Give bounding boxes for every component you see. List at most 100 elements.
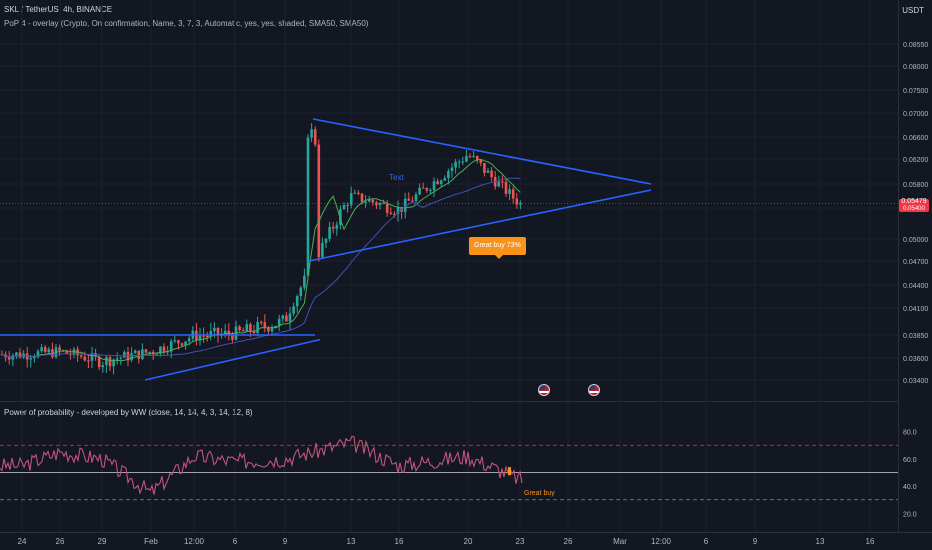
pane-separator[interactable] xyxy=(0,401,898,402)
candle xyxy=(47,349,51,353)
candle xyxy=(29,358,33,360)
oscillator-tick-label: 60.0 xyxy=(903,457,917,464)
oscillator-tick-label: 20.0 xyxy=(903,511,917,518)
candle xyxy=(123,351,126,358)
time-tick-label: 23 xyxy=(516,537,525,546)
time-tick-label: 9 xyxy=(283,537,288,546)
candle xyxy=(133,350,137,354)
price-tick-label: 0.04700 xyxy=(903,259,928,266)
time-tick-label: Mar xyxy=(613,537,627,546)
candle xyxy=(155,353,159,355)
candle xyxy=(187,338,191,342)
great-buy-signal-label[interactable]: Great buy 73% xyxy=(469,237,526,259)
candle xyxy=(241,330,245,332)
candle xyxy=(36,351,40,358)
candle xyxy=(43,347,47,353)
time-tick-label: 13 xyxy=(816,537,825,546)
candle xyxy=(33,357,36,359)
candle xyxy=(364,201,367,203)
candle xyxy=(472,156,475,158)
last-price-tag: 0.05479 0.05400 xyxy=(899,198,929,212)
candle xyxy=(382,203,385,205)
candle xyxy=(335,224,339,229)
candle xyxy=(443,177,447,181)
price-tick-label: 0.05000 xyxy=(903,237,928,244)
us-flag-icon[interactable] xyxy=(538,384,550,396)
candle xyxy=(112,359,115,367)
candle xyxy=(202,335,205,337)
candle xyxy=(263,322,267,328)
price-tick-label: 0.08550 xyxy=(903,42,928,49)
trendlines xyxy=(0,118,652,381)
candle xyxy=(90,353,94,361)
oscillator-legend[interactable]: Power of probability - developed by WW (… xyxy=(4,408,253,417)
candle xyxy=(87,360,90,362)
candle xyxy=(303,275,306,288)
price-axis[interactable] xyxy=(898,0,899,532)
candle xyxy=(231,335,234,340)
candle xyxy=(58,347,61,351)
sma-slow-line xyxy=(1,177,521,358)
candle xyxy=(97,356,101,368)
sma-fast-line xyxy=(1,158,521,362)
candle xyxy=(72,349,76,355)
candle xyxy=(281,315,285,319)
candle xyxy=(385,203,389,213)
oscillator-pane xyxy=(0,435,898,501)
candle xyxy=(346,205,349,207)
price-tick-label: 0.07500 xyxy=(903,88,928,95)
candle xyxy=(324,238,328,243)
candle xyxy=(223,330,227,334)
candle xyxy=(249,324,252,332)
last-price-sub: 0.05400 xyxy=(903,205,925,212)
us-flag-icon[interactable] xyxy=(588,384,600,396)
candle xyxy=(511,189,515,199)
time-tick-label: 16 xyxy=(395,537,404,546)
candle xyxy=(119,357,123,359)
candle xyxy=(259,322,263,324)
candle xyxy=(497,181,501,187)
candle xyxy=(349,193,353,206)
price-axis-ticks: 0.08550 0.08000 0.07500 0.07000 0.06600 0.062… xyxy=(903,42,928,385)
candle xyxy=(252,331,256,333)
time-tick-label: 20 xyxy=(464,537,473,546)
text-annotation[interactable]: Text xyxy=(389,173,404,182)
candle xyxy=(508,189,511,194)
candle xyxy=(238,326,241,331)
candle xyxy=(367,199,371,202)
candle xyxy=(51,349,54,358)
chart-title: SKL / TetherUS, 4h, BINANCE xyxy=(4,5,113,14)
candle xyxy=(504,181,508,194)
currency-label[interactable]: USDT xyxy=(902,6,924,15)
candle xyxy=(317,144,321,258)
candle xyxy=(339,209,342,225)
candle xyxy=(436,181,439,185)
price-tick-label: 0.06200 xyxy=(903,157,928,164)
trendline xyxy=(312,118,652,185)
candle xyxy=(245,324,249,332)
candle xyxy=(429,190,432,192)
candle xyxy=(213,327,216,332)
candle xyxy=(166,351,169,353)
candle xyxy=(65,350,69,354)
time-tick-label: 12:00 xyxy=(651,537,672,546)
candle xyxy=(288,313,292,322)
last-price-value: 0.05479 xyxy=(901,198,927,205)
price-tick-label: 0.03400 xyxy=(903,378,928,385)
candle xyxy=(393,213,396,215)
candle xyxy=(198,335,202,341)
time-axis-ticks: 24 26 29 Feb 12:00 6 9 13 16 20 23 26 Mar 12:00 6 9 13 16 xyxy=(18,537,875,546)
price-tick-label: 0.06600 xyxy=(903,135,928,142)
candle xyxy=(11,355,15,360)
candle xyxy=(130,353,133,361)
candle xyxy=(331,226,335,229)
candle xyxy=(457,161,461,163)
candle xyxy=(101,365,105,368)
candle xyxy=(418,187,421,195)
time-tick-label: 13 xyxy=(347,537,356,546)
candle xyxy=(371,199,375,203)
overlay-indicator-legend[interactable]: PoP 4 - overlay (Crypto, On confirmation… xyxy=(4,19,369,28)
candle xyxy=(501,181,504,183)
candle xyxy=(432,181,436,191)
